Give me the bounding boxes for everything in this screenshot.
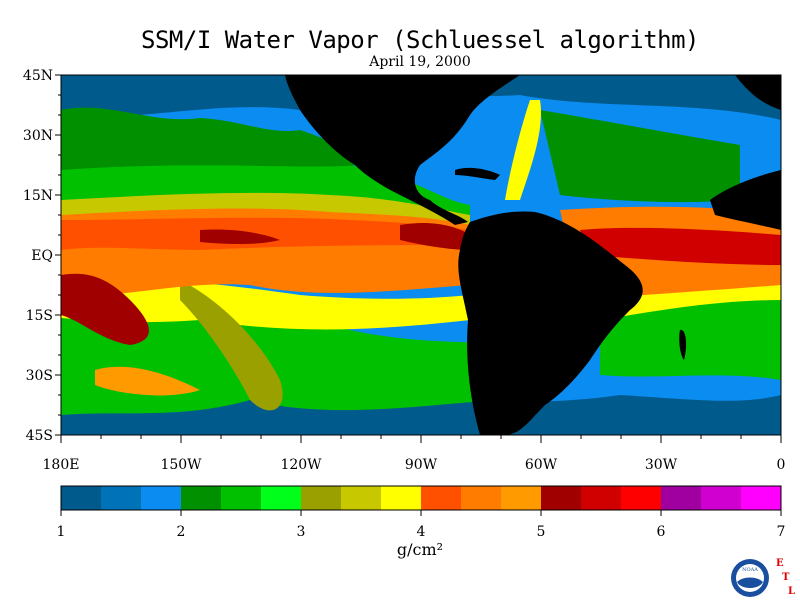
water-vapor-field [61,75,781,435]
colorbar-swatch [581,486,622,510]
lat-label: 15S [26,308,53,324]
map-title: SSM/I Water Vapor (Schluessel algorithm) [141,26,699,54]
lat-label: 15N [23,188,53,204]
south-america [458,211,643,435]
noaa-logo-text: NOAA [742,567,758,573]
colorbar-tick-label: 4 [417,524,426,540]
europe [735,75,781,110]
lon-label: 180E [43,457,80,473]
north-dry-band [61,75,781,120]
colorbar-tick-label: 1 [57,524,66,540]
africa [710,170,781,230]
colorbar-tick-label: 3 [297,524,306,540]
south-yellow-band [61,278,470,330]
etl-letter-t: T [782,572,790,583]
colorbar-swatch [381,486,422,510]
colorbar-tick-label: 7 [777,524,786,540]
colorbar-tick-labels: 1 2 3 4 5 6 7 [57,510,786,540]
longitude-axis: 180E 150W 120W 90W 60W 30W 0 [43,435,786,473]
lat-label: 30S [26,368,53,384]
east-pacific-core [400,223,470,250]
cuba [455,167,500,180]
etl-letter-e: E [776,558,784,569]
colorbar-swatch [421,486,462,510]
colorbar-swatch [541,486,582,510]
south-pacific-streak [95,366,200,396]
lon-label: 150W [160,457,202,473]
colorbar-swatch [501,486,542,510]
itcz-core [61,217,470,250]
lon-label: 60W [525,457,558,473]
lon-label: 0 [777,457,786,473]
colorbar-swatch [621,486,662,510]
colorbar-swatch [141,486,182,510]
colorbar-swatch [461,486,502,510]
colorbar-swatch [741,486,782,510]
north-dark-green [61,107,360,170]
colorbar-swatch [301,486,342,510]
colorbar-swatch [221,486,262,510]
colorbar-swatch [261,486,302,510]
central-pacific-core [200,229,280,245]
colorbar-swatch [181,486,222,510]
map-date: April 19, 2000 [369,54,471,70]
island [679,329,687,360]
colorbar [60,485,782,511]
caribbean-plume [505,100,541,200]
lat-label: EQ [31,248,53,264]
lat-label: 30N [23,128,53,144]
lat-label: 45S [26,428,53,444]
lon-label: 90W [405,457,438,473]
south-pacific-core [61,273,149,345]
colorbar-swatch [661,486,702,510]
colorbar-tick-label: 2 [177,524,186,540]
colorbar-swatch [341,486,382,510]
atlantic-north-green [540,110,740,203]
spcz-olive [180,280,283,411]
colorbar-swatch [701,486,742,510]
etl-letter-l: L [788,586,795,597]
colorbar-swatch [101,486,142,510]
latitude-axis: 45N 30N 15N EQ 15S 30S 45S [23,68,61,444]
lon-label: 120W [280,457,322,473]
atlantic-core [580,227,781,265]
colorbar-tick-label: 6 [657,524,666,540]
lon-label: 30W [645,457,678,473]
noaa-etl-logo: NOAA E T L [729,556,799,600]
north-america [285,75,520,225]
land-masses [285,75,781,435]
colorbar-tick-label: 5 [537,524,546,540]
lat-label: 45N [23,68,53,84]
units-label: g/cm² [396,540,444,559]
colorbar-swatch [61,486,102,510]
